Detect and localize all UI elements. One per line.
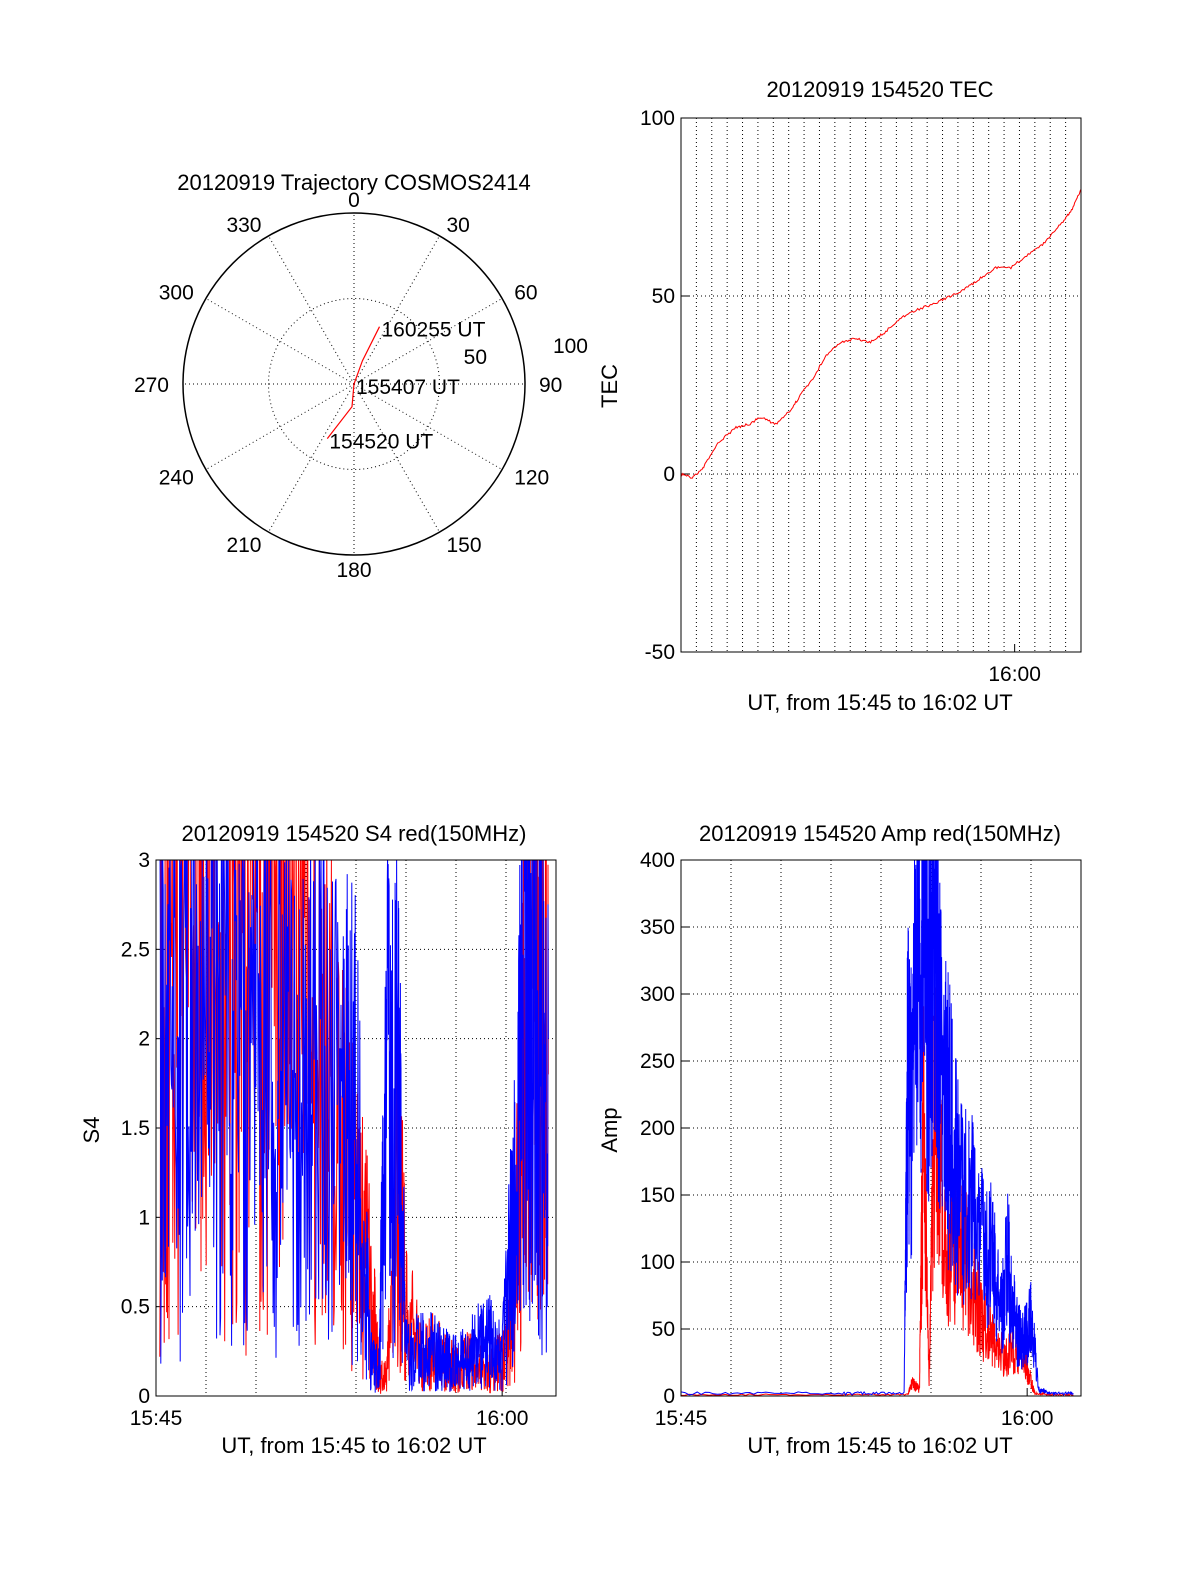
polar-azimuth-label-240: 240 [159, 467, 194, 490]
polar-annotations: 160255 UT 155407 UT 154520 UT [329, 319, 485, 454]
s4-title: 20120919 154520 S4 red(150MHz) [182, 821, 527, 846]
tec-plot-area: -50 0 50 100 16:00 [640, 107, 1082, 686]
trajectory-chart: 20120919 Trajectory COSMOS2414 0 30 60 90 12… [134, 170, 588, 582]
s4-frame [155, 859, 557, 1397]
amp-ytick-label: 150 [640, 1184, 675, 1207]
trajectory-title: 20120919 Trajectory COSMOS2414 [177, 170, 530, 195]
s4-ytick-label: 0 [138, 1385, 150, 1408]
polar-spoke-210 [268, 383, 355, 533]
polar-azimuth-label-300: 300 [159, 282, 194, 305]
polar-azimuth-label-210: 210 [226, 534, 261, 557]
polar-annotation-1: 155407 UT [356, 376, 460, 399]
tec-title: 20120919 154520 TEC [766, 77, 993, 102]
s4-ytick-label: 0.5 [121, 1296, 150, 1319]
polar-inner-gridcircle [268, 298, 440, 470]
amp-ytick-label: 100 [640, 1251, 675, 1274]
polar-azimuth-label-90: 90 [539, 374, 562, 397]
polar-azimuth-label-120: 120 [514, 467, 549, 490]
s4-ytick-label: 1 [138, 1206, 150, 1229]
amp-chart: 20120919 154520 Amp red(150MHz) 0 50 100 15… [597, 821, 1082, 1458]
amp-xtick-label: 16:00 [1001, 1407, 1054, 1430]
polar-outer-circle [182, 212, 526, 556]
tec-series-red-line [681, 188, 1081, 479]
amp-ytick-label: 250 [640, 1050, 675, 1073]
polar-radial-labels: 50 100 [464, 335, 588, 369]
s4-ytick-label: 3 [138, 849, 150, 872]
amp-ytick-label: 300 [640, 983, 675, 1006]
s4-chart: 20120919 154520 S4 red(150MHz) 0 0.5 1 1.5 2… [79, 821, 557, 1458]
amp-series-group [681, 860, 1074, 1396]
polar-spoke-120 [353, 383, 503, 470]
s4-ylabel: S4 [79, 1117, 104, 1144]
s4-ytick-label: 2 [138, 1028, 150, 1051]
s4-plot-area: 0 0.5 1 1.5 2 2.5 3 15:45 16:00 [121, 849, 557, 1430]
tec-ytick-label: -50 [645, 641, 675, 664]
s4-series-group [159, 860, 549, 1394]
tec-chart: 20120919 154520 TEC -50 0 50 100 16:00 UT, f… [597, 77, 1082, 715]
s4-xtick-label: 15:45 [130, 1407, 183, 1430]
polar-annotation-2: 154520 UT [329, 431, 433, 454]
polar-azimuth-label-180: 180 [336, 559, 371, 582]
amp-ytick-label: 400 [640, 849, 675, 872]
polar-grid [182, 212, 526, 556]
s4-series-blue-line [159, 860, 549, 1393]
polar-spoke-300 [205, 298, 355, 385]
amp-ytick-label: 350 [640, 916, 675, 939]
polar-spoke-150 [353, 383, 440, 533]
polar-spoke-30 [353, 235, 440, 385]
polar-spoke-240 [205, 383, 355, 470]
amp-xlabel: UT, from 15:45 to 16:02 UT [747, 1433, 1012, 1458]
polar-azimuth-label-30: 30 [447, 214, 470, 237]
amp-series-blue-line [681, 860, 1074, 1396]
tec-ytick-label: 0 [663, 463, 675, 486]
polar-azimuth-label-0: 0 [348, 189, 360, 212]
s4-xlabel: UT, from 15:45 to 16:02 UT [221, 1433, 486, 1458]
polar-radial-label-50: 50 [464, 346, 487, 369]
s4-xtick-label: 16:00 [476, 1407, 529, 1430]
amp-ylabel: Amp [597, 1107, 622, 1152]
polar-radial-label-100: 100 [553, 335, 588, 358]
tec-xtick-label: 16:00 [988, 663, 1041, 686]
polar-azimuth-label-270: 270 [134, 374, 169, 397]
polar-azimuth-labels: 0 30 60 90 120 150 180 210 240 270 300 330 [134, 189, 562, 582]
amp-ytick-label: 50 [652, 1318, 675, 1341]
polar-trajectory-series [326, 326, 381, 439]
tec-ytick-label: 50 [652, 285, 675, 308]
amp-ytick-label: 0 [663, 1385, 675, 1408]
polar-spoke-330 [268, 235, 355, 385]
amp-plot-area: 0 50 100 150 200 250 300 350 400 15:45 16:00 [640, 849, 1082, 1430]
trajectory-line-0 [326, 326, 381, 439]
polar-annotation-0: 160255 UT [382, 319, 486, 342]
tec-ytick-label: 100 [640, 107, 675, 130]
polar-spoke-60 [353, 298, 503, 385]
tec-series-group [681, 188, 1081, 479]
amp-ytick-label: 200 [640, 1117, 675, 1140]
s4-ytick-label: 1.5 [121, 1117, 150, 1140]
tec-xlabel: UT, from 15:45 to 16:02 UT [747, 690, 1012, 715]
s4-ytick-label: 2.5 [121, 938, 150, 961]
tec-frame [680, 117, 1082, 653]
amp-xtick-label: 15:45 [655, 1407, 708, 1430]
polar-azimuth-label-60: 60 [514, 282, 537, 305]
tec-ylabel: TEC [597, 364, 622, 408]
polar-azimuth-label-330: 330 [226, 214, 261, 237]
polar-azimuth-label-150: 150 [447, 534, 482, 557]
amp-title: 20120919 154520 Amp red(150MHz) [699, 821, 1061, 846]
amp-frame [680, 859, 1082, 1397]
